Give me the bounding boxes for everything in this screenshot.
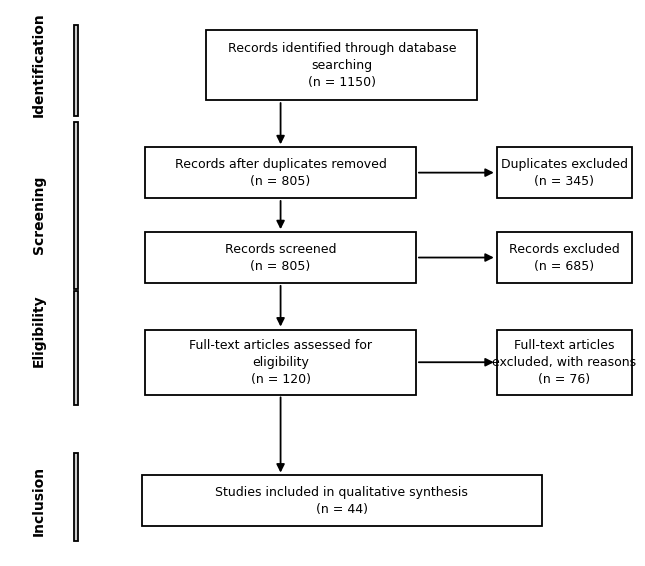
Text: Records excluded
(n = 685): Records excluded (n = 685) [509, 242, 620, 273]
Text: Records screened
(n = 805): Records screened (n = 805) [225, 242, 336, 273]
FancyBboxPatch shape [497, 147, 632, 198]
FancyBboxPatch shape [497, 232, 632, 283]
Text: Studies included in qualitative synthesis
(n = 44): Studies included in qualitative synthesi… [215, 486, 468, 516]
FancyBboxPatch shape [145, 329, 416, 395]
FancyBboxPatch shape [145, 147, 416, 198]
Text: Inclusion: Inclusion [32, 466, 46, 536]
Text: Eligibility: Eligibility [32, 295, 46, 367]
Bar [74, 122, 78, 289]
Bar [74, 453, 78, 541]
Text: Screening: Screening [32, 176, 46, 254]
Text: Records identified through database
searching
(n = 1150): Records identified through database sear… [228, 41, 456, 89]
Bar [74, 25, 78, 116]
Text: Records after duplicates removed
(n = 805): Records after duplicates removed (n = 80… [175, 157, 386, 188]
FancyBboxPatch shape [497, 329, 632, 395]
Text: Identification: Identification [32, 12, 46, 118]
Text: Full-text articles
excluded, with reasons
(n = 76): Full-text articles excluded, with reason… [492, 338, 637, 386]
FancyBboxPatch shape [142, 475, 542, 526]
Text: Duplicates excluded
(n = 345): Duplicates excluded (n = 345) [501, 157, 628, 188]
FancyBboxPatch shape [145, 232, 416, 283]
FancyBboxPatch shape [206, 30, 477, 101]
Bar [74, 291, 78, 405]
Text: Full-text articles assessed for
eligibility
(n = 120): Full-text articles assessed for eligibil… [189, 338, 372, 386]
